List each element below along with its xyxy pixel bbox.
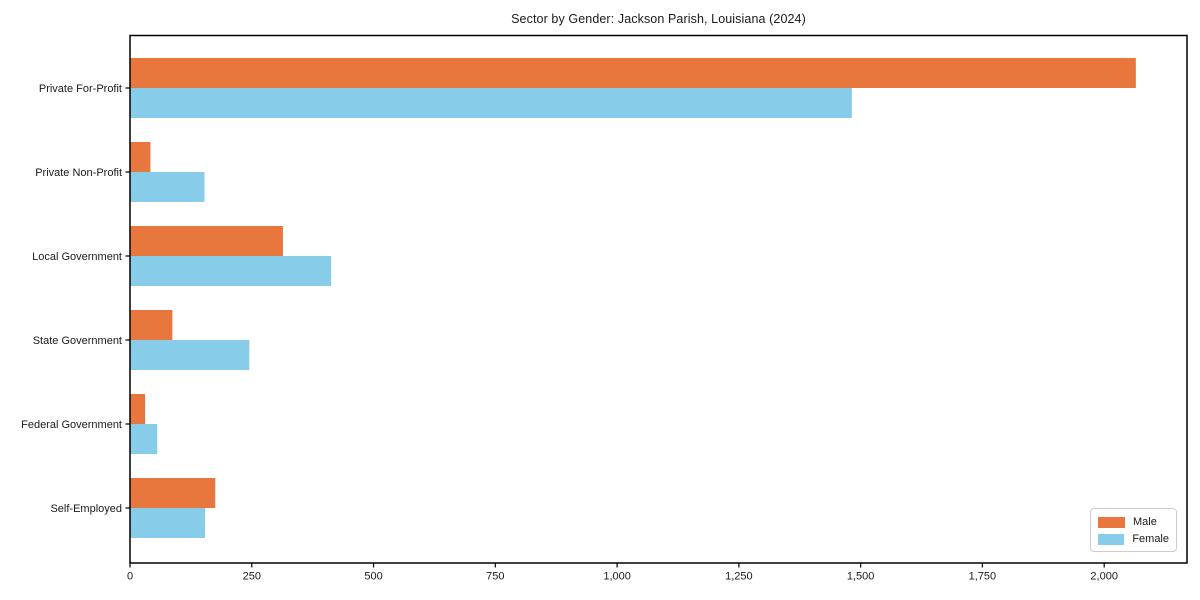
legend-swatch-female-icon	[1098, 533, 1125, 545]
chart-title: Sector by Gender: Jackson Parish, Louisi…	[511, 12, 806, 26]
bar-male-private-for-profit	[130, 58, 1136, 88]
y-tick-label-state-government: State Government	[33, 335, 122, 347]
bar-male-local-government	[130, 226, 283, 256]
x-tick-label: 750	[486, 571, 504, 583]
bar-female-local-government	[130, 256, 332, 286]
x-tick-label: 250	[243, 571, 261, 583]
x-tick-label: 2,000	[1090, 571, 1118, 583]
y-tick-label-self-employed: Self-Employed	[50, 503, 122, 515]
bar-female-private-non-profit	[130, 172, 205, 202]
x-tick-label: 0	[127, 571, 133, 583]
bar-female-state-government	[130, 340, 250, 370]
bar-female-private-for-profit	[130, 88, 852, 118]
y-tick-label-federal-government: Federal Government	[21, 419, 122, 431]
x-tick-label: 1,250	[725, 571, 753, 583]
legend-swatch-male-icon	[1098, 516, 1125, 528]
legend-item-male: Male	[1098, 515, 1169, 529]
y-tick-label-local-government: Local Government	[32, 251, 122, 263]
plot-frame	[129, 34, 1188, 564]
legend-label-female: Female	[1132, 533, 1169, 545]
x-tick-label: 500	[364, 571, 382, 583]
x-tick-label: 1,000	[603, 571, 631, 583]
x-tick-label: 1,500	[847, 571, 875, 583]
legend: Male Female	[1090, 508, 1177, 552]
bar-male-self-employed	[130, 478, 216, 508]
bar-female-self-employed	[130, 508, 206, 538]
bar-male-state-government	[130, 310, 173, 340]
y-tick-label-private-non-profit: Private Non-Profit	[35, 167, 122, 179]
bar-female-federal-government	[130, 424, 158, 454]
y-tick-label-private-for-profit: Private For-Profit	[39, 83, 122, 95]
bar-male-private-non-profit	[130, 142, 151, 172]
bar-male-federal-government	[130, 394, 146, 424]
x-tick-label: 1,750	[969, 571, 997, 583]
legend-label-male: Male	[1133, 516, 1157, 528]
legend-item-female: Female	[1098, 532, 1169, 546]
